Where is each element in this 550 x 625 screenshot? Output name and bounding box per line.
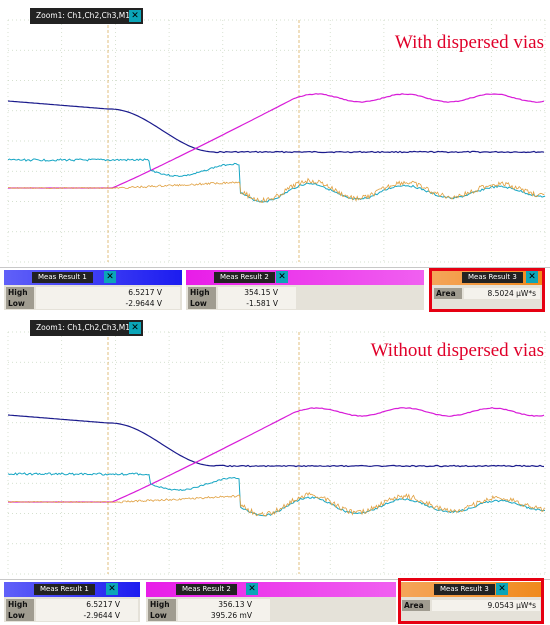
meas-row: High 6.5217 V: [6, 599, 138, 610]
meas-row-value: 8.5024 µW*s: [464, 288, 540, 299]
meas-row-label: High: [188, 287, 216, 298]
meas-row: Low 395.26 mV: [148, 610, 270, 621]
meas-row: Low -2.9644 V: [6, 298, 180, 309]
meas-row-label: Area: [434, 288, 462, 299]
meas-header: Meas Result 1 ✕: [4, 582, 140, 597]
meas-title: Meas Result 1: [32, 272, 93, 283]
meas-result-1[interactable]: Meas Result 1 ✕ High 6.5217 V Low -2.964…: [4, 270, 182, 310]
meas-row: High 354.15 V: [188, 287, 296, 298]
meas-row: Low -2.9644 V: [6, 610, 138, 621]
meas-row-label: High: [6, 599, 34, 610]
meas-row-value: 354.15 V: [218, 287, 296, 298]
meas-row-label: High: [6, 287, 34, 298]
waveform-svg: [7, 331, 546, 575]
meas-row-value: -1.581 V: [218, 298, 296, 309]
meas-row-value: 395.26 mV: [178, 610, 270, 621]
meas-row-value: 356.13 V: [178, 599, 270, 610]
meas-row-value: -2.9644 V: [36, 298, 180, 309]
meas-row-label: Area: [402, 600, 430, 611]
annotation-label: Without dispersed vias: [370, 340, 544, 361]
meas-row: Low -1.581 V: [188, 298, 296, 309]
meas-result-2[interactable]: Meas Result 2 ✕ High 354.15 V Low -1.581…: [186, 270, 424, 310]
highlight-box: [398, 578, 544, 624]
close-icon[interactable]: ✕: [276, 271, 288, 283]
meas-row-label: Low: [188, 298, 216, 309]
meas-title: Meas Result 2: [214, 272, 275, 283]
meas-result-3[interactable]: Meas Result 3 ✕ Area 9.0543 µW*s: [400, 582, 542, 622]
waveform-display[interactable]: Zoom1: Ch1,Ch2,Ch3,M1 ✕ With dispersed v…: [0, 0, 550, 268]
meas-row-label: Low: [6, 298, 34, 309]
meas-header: Meas Result 3 ✕: [432, 270, 542, 285]
close-icon[interactable]: ✕: [496, 583, 508, 595]
trace-ch1: [7, 414, 545, 468]
annotation-label: With dispersed vias: [394, 32, 544, 53]
meas-row-label: High: [148, 599, 176, 610]
zoom-tab[interactable]: Zoom1: Ch1,Ch2,Ch3,M1 ✕: [30, 320, 143, 336]
close-icon[interactable]: ✕: [246, 583, 258, 595]
close-icon[interactable]: ✕: [526, 271, 538, 283]
zoom-tab[interactable]: Zoom1: Ch1,Ch2,Ch3,M1 ✕: [30, 8, 143, 24]
meas-title: Meas Result 3: [434, 584, 495, 595]
meas-row-value: 6.5217 V: [36, 599, 138, 610]
meas-header: Meas Result 1 ✕: [4, 270, 182, 285]
meas-row: High 356.13 V: [148, 599, 270, 610]
close-icon[interactable]: ✕: [104, 271, 116, 283]
trace-m1: [7, 491, 545, 517]
zoom-title: Zoom1: Ch1,Ch2,Ch3,M1: [36, 11, 130, 20]
meas-row: Area 8.5024 µW*s: [434, 288, 540, 299]
meas-row-value: 9.0543 µW*s: [432, 600, 540, 611]
trace-ch3: [7, 472, 546, 517]
meas-row: Area 9.0543 µW*s: [402, 600, 540, 611]
meas-row-value: -2.9644 V: [36, 610, 138, 621]
meas-title: Meas Result 1: [34, 584, 95, 595]
meas-header: Meas Result 3 ✕: [400, 582, 542, 597]
meas-title: Meas Result 2: [176, 584, 237, 595]
scope-panel-bottom: Zoom1: Ch1,Ch2,Ch3,M1 ✕ Without disperse…: [0, 312, 550, 625]
zoom-title: Zoom1: Ch1,Ch2,Ch3,M1: [36, 323, 130, 332]
close-icon[interactable]: ✕: [106, 583, 118, 595]
waveform-svg: [7, 19, 546, 263]
meas-title: Meas Result 3: [462, 272, 523, 283]
meas-result-3[interactable]: Meas Result 3 ✕ Area 8.5024 µW*s: [432, 270, 542, 310]
meas-header: Meas Result 2 ✕: [186, 270, 424, 285]
trace-ch1: [7, 100, 545, 154]
meas-result-2[interactable]: Meas Result 2 ✕ High 356.13 V Low 395.26…: [146, 582, 396, 622]
scope-panel-top: Zoom1: Ch1,Ch2,Ch3,M1 ✕ With dispersed v…: [0, 0, 550, 312]
trace-m1: [8, 177, 545, 203]
meas-row: High 6.5217 V: [6, 287, 180, 298]
meas-row-label: Low: [6, 610, 34, 621]
meas-result-1[interactable]: Meas Result 1 ✕ High 6.5217 V Low -2.964…: [4, 582, 140, 622]
waveform-display[interactable]: Zoom1: Ch1,Ch2,Ch3,M1 ✕ Without disperse…: [0, 312, 550, 580]
close-icon[interactable]: ✕: [129, 10, 141, 22]
meas-row-value: 6.5217 V: [36, 287, 180, 298]
close-icon[interactable]: ✕: [129, 322, 141, 334]
meas-row-label: Low: [148, 610, 176, 621]
meas-header: Meas Result 2 ✕: [146, 582, 396, 597]
highlight-box: [429, 268, 545, 312]
